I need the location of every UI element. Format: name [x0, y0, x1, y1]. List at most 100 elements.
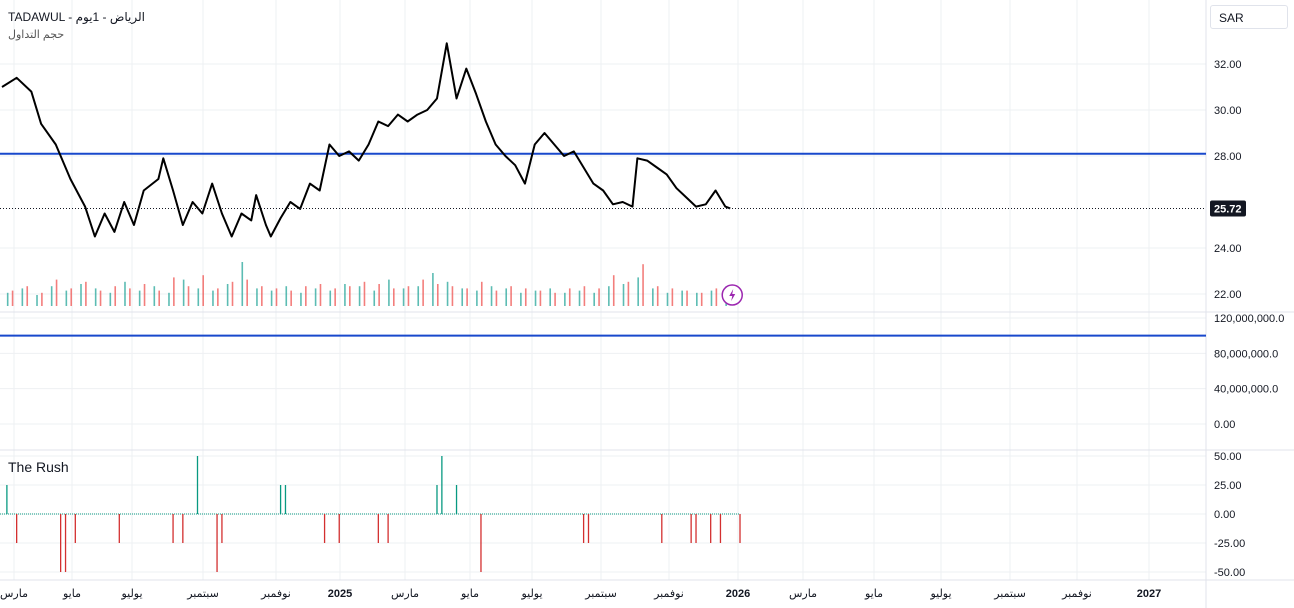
indicator-title: The Rush — [8, 459, 69, 475]
volume-bar-down — [99, 290, 102, 306]
volume-bar-up — [432, 273, 434, 306]
volume-bar-up — [505, 288, 508, 306]
volume-bar-up — [446, 281, 449, 306]
volume-bar-up — [65, 290, 68, 306]
volume-bar-up — [344, 284, 346, 306]
volume-bar-down — [686, 290, 688, 306]
time-axis-label: ﻧﻮﻓﻤﺒﺮ — [1061, 588, 1092, 600]
volume-bar-up — [461, 288, 464, 306]
volume-bar-down — [319, 284, 322, 306]
volume-bar-down — [261, 286, 263, 306]
price-tick-label: 30.00 — [1214, 105, 1242, 117]
volume-bar-up — [373, 290, 376, 306]
last-price-badge — [1210, 200, 1246, 217]
volume-tick-label: 0.00 — [1214, 419, 1235, 431]
volume-bar-down — [392, 288, 395, 306]
volume-bar-up — [329, 290, 332, 306]
volume-bar-down — [656, 286, 659, 306]
volume-bar-up — [637, 277, 639, 306]
volume-bar-down — [627, 281, 630, 306]
volume-bar-down — [305, 286, 307, 306]
volume-bar-down — [158, 290, 160, 306]
volume-bar-down — [451, 286, 454, 306]
volume-bar-up — [476, 290, 478, 306]
time-axis-label: ﺳﺒﺘﻤﺒﺮ — [584, 588, 617, 600]
volume-tick-label: 40,000,000.0 — [1214, 384, 1278, 396]
volume-bar-up — [256, 288, 258, 306]
volume-bar-up — [710, 290, 713, 306]
volume-bar-down — [583, 286, 586, 306]
volume-bar-up — [417, 286, 420, 306]
time-axis-label: ﻣﺎﻳﻮ — [864, 588, 883, 600]
volume-bar-down — [290, 290, 292, 306]
volume-bar-up — [212, 290, 214, 306]
volume-bar-down — [642, 264, 644, 306]
volume-bar-up — [270, 290, 273, 306]
time-axis-label: ﻣﺎﻳﻮ — [460, 588, 479, 600]
price-tick-label: 32.00 — [1214, 59, 1242, 71]
time-axis-label: ﻣﺎﺭﺱ — [391, 588, 419, 600]
volume-bar-down — [85, 281, 87, 306]
volume-bar-up — [197, 288, 200, 306]
volume-indicator-label: ﺣﺠﻢ ﺍﻟﺘﺪﺍﻭﻝ — [8, 29, 65, 41]
time-axis-label: ﻣﺎﻳﻮ — [62, 588, 81, 600]
rush-tick-label: -50.00 — [1214, 567, 1245, 579]
volume-bar-down — [407, 286, 410, 306]
volume-bar-down — [11, 290, 14, 306]
volume-bar-down — [554, 292, 556, 306]
time-axis-label: 2027 — [1137, 588, 1161, 600]
volume-bar-down — [612, 275, 615, 306]
volume-bar-down — [524, 288, 527, 306]
time-axis-label: ﻣﺎﺭﺱ — [789, 588, 817, 600]
volume-bar-down — [422, 279, 424, 306]
volume-bar-up — [534, 290, 537, 306]
price-tick-label: 28.00 — [1214, 151, 1242, 163]
lightning-icon-glyph — [729, 289, 736, 301]
volume-bar-down — [715, 288, 718, 306]
volume-bar-up — [226, 284, 229, 306]
time-axis-label: ﺳﺒﺘﻤﺒﺮ — [993, 588, 1026, 600]
volume-bar-up — [109, 292, 112, 306]
price-series-line — [1, 42, 731, 238]
volume-bar-up — [608, 286, 610, 306]
time-axis-label: 2025 — [328, 588, 352, 600]
time-axis-label: ﻧﻮﻓﻤﺒﺮ — [653, 588, 684, 600]
volume-bar-up — [182, 279, 185, 306]
symbol-title: TADAWUL - ﺍﻟﺮﻳﺎﺽ - 1ﻳﻮﻡ — [8, 10, 145, 24]
last-price-label: 25.72 — [1214, 203, 1242, 215]
volume-bar-down — [202, 275, 204, 306]
volume-bar-down — [349, 286, 351, 306]
volume-bar-down — [70, 288, 73, 306]
time-axis-label: ﻳﻮﻟﻴﻮ — [929, 588, 951, 600]
volume-bar-up — [138, 290, 141, 306]
volume-bar-up — [50, 286, 53, 306]
volume-bar-down — [217, 288, 219, 306]
volume-bar-up — [652, 288, 654, 306]
volume-bar-down — [510, 286, 512, 306]
time-axis-label: 2026 — [726, 588, 750, 600]
volume-bar-down — [143, 284, 146, 306]
volume-bar-down — [334, 288, 336, 306]
volume-bar-down — [246, 279, 248, 306]
volume-bar-up — [593, 292, 595, 306]
rush-tick-label: 0.00 — [1214, 509, 1235, 521]
volume-bar-down — [671, 288, 674, 306]
volume-bar-down — [363, 281, 366, 306]
rush-tick-label: -25.00 — [1214, 538, 1245, 550]
volume-bar-up — [285, 286, 288, 306]
volume-bar-down — [173, 277, 175, 306]
volume-bar-up — [36, 295, 38, 306]
volume-bar-down — [539, 290, 542, 306]
volume-bar-up — [21, 288, 24, 306]
volume-bar-up — [490, 286, 493, 306]
volume-bar-up — [168, 292, 170, 306]
volume-bar-up — [564, 292, 566, 306]
volume-bar-up — [358, 286, 361, 306]
currency-selector[interactable]: SAR — [1210, 5, 1288, 29]
volume-bar-down — [41, 292, 43, 306]
volume-bar-down — [480, 281, 483, 306]
volume-bar-up — [300, 292, 302, 306]
time-axis-label: ﻳﻮﻟﻴﻮ — [120, 588, 142, 600]
volume-bar-up — [153, 286, 156, 306]
